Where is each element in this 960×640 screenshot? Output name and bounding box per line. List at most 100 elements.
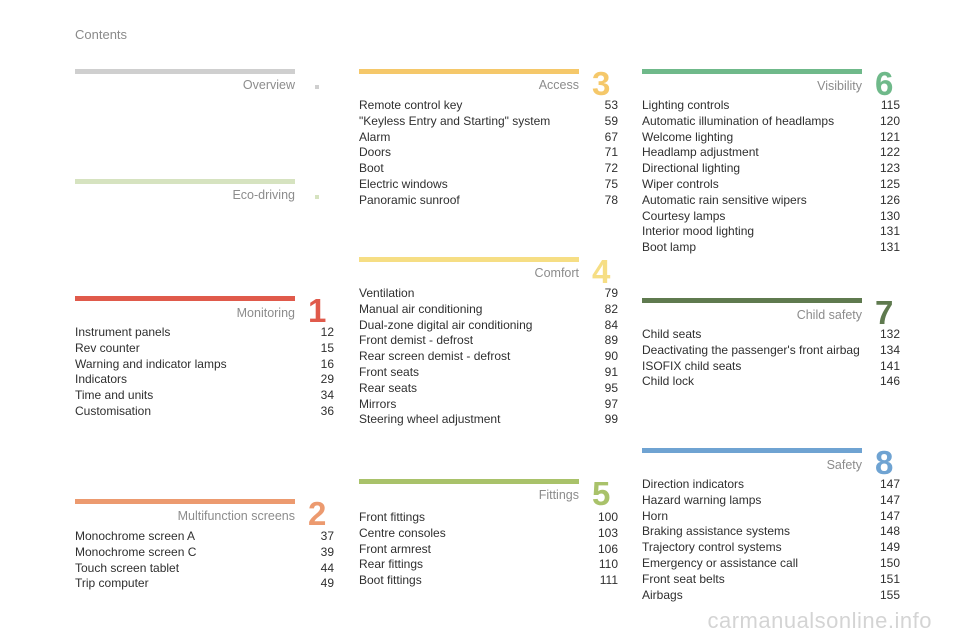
section-bar [75,296,295,301]
section-title: Comfort [534,266,579,280]
list-item[interactable]: Instrument panels 12 [75,325,334,339]
section-overview: Overview [75,69,295,99]
section-number: 2 [308,495,327,532]
section-fittings: Fittings 5 Front fittings 100 Centre cons… [359,475,618,594]
list-item[interactable]: Horn 147 [642,508,900,523]
section-number: 7 [875,294,894,331]
list-item[interactable]: Manual air conditioning 82 [359,301,618,316]
section-safety: Safety 8 Direction indicators 147 Hazard … [642,444,900,608]
list-item[interactable]: Boot 72 [359,161,618,176]
list-item[interactable]: Trajectory control systems 149 [642,540,900,555]
list-item[interactable]: Boot lamp 131 [642,240,900,255]
entry-list: Direction indicators 147 Hazard warning l… [642,477,900,603]
section-number: 8 [875,444,894,481]
entry-list: Child seats 132 Deactivating the passenge… [642,327,900,390]
section-multifunction-screens: Multifunction screens 2 Monochrome scree… [75,495,334,599]
section-number: 5 [592,475,611,512]
page-title: Contents [75,27,128,42]
list-item[interactable]: Automatic illumination of headlamps 120 [642,113,900,128]
section-bar [75,69,295,74]
list-item[interactable]: Remote control key 53 [359,98,618,112]
list-item[interactable]: Electric windows 75 [359,176,618,191]
list-item[interactable]: Automatic rain sensitive wipers 126 [642,192,900,207]
list-item[interactable]: Welcome lighting 121 [642,129,900,144]
list-item[interactable]: Ventilation 79 [359,286,618,300]
list-item[interactable]: Wiper controls 125 [642,176,900,191]
section-bar [359,479,579,484]
list-item[interactable]: Braking assistance systems 148 [642,524,900,539]
section-bar [359,257,579,262]
section-visibility: Visibility 6 Lighting controls 115 Automa… [642,65,900,264]
list-item[interactable]: Child seats 132 [642,327,900,341]
section-bar [75,499,295,504]
section-bar [75,179,295,184]
section-number: 1 [308,292,327,329]
section-bar [359,69,579,74]
list-item[interactable]: Time and units 34 [75,388,334,403]
list-item[interactable]: Panoramic sunroof 78 [359,192,618,207]
list-item[interactable]: Headlamp adjustment 122 [642,145,900,160]
section-number: 6 [875,65,894,102]
list-item[interactable]: Dual-zone digital air conditioning 84 [359,317,618,332]
section-eco-driving: Eco-driving [75,179,295,209]
section-title: Eco-driving [232,188,295,202]
list-item[interactable]: Direction indicators 147 [642,477,900,491]
section-number: 3 [592,65,611,102]
list-item[interactable]: Front armrest 106 [359,541,618,556]
list-item[interactable]: ISOFIX child seats 141 [642,358,900,373]
list-item[interactable]: Doors 71 [359,145,618,160]
entry-list: Remote control key 53 "Keyless Entry and … [359,98,618,209]
list-item[interactable]: Emergency or assistance call 150 [642,555,900,570]
list-item[interactable]: Boot fittings 111 [359,573,618,588]
section-title: Child safety [796,308,862,322]
section-title: Access [538,78,579,92]
section-title: Visibility [817,79,862,93]
list-item[interactable]: Front seat belts 151 [642,571,900,586]
list-item[interactable]: Front fittings 100 [359,510,618,524]
section-title: Overview [242,78,295,92]
list-item[interactable]: Hazard warning lamps 147 [642,492,900,507]
list-item[interactable]: Rev counter 15 [75,340,334,355]
list-item[interactable]: Monochrome screen A 37 [75,529,334,543]
list-item[interactable]: Alarm 67 [359,129,618,144]
list-item[interactable]: Trip computer 49 [75,576,334,591]
section-bar [642,298,862,303]
entry-list: Front fittings 100 Centre consoles 103 Fro… [359,510,618,589]
section-title: Multifunction screens [177,509,295,523]
list-item[interactable]: Airbags 155 [642,587,900,602]
entry-list: Lighting controls 115 Automatic illuminat… [642,98,900,256]
section-bar [642,69,862,74]
list-item[interactable]: "Keyless Entry and Starting" system 59 [359,113,618,128]
list-item[interactable]: Warning and indicator lamps 16 [75,356,334,371]
list-item[interactable]: Steering wheel adjustment 99 [359,412,618,427]
list-item[interactable]: Lighting controls 115 [642,98,900,112]
entry-list: Ventilation 79 Manual air conditioning 82 … [359,286,618,428]
list-item[interactable]: Touch screen tablet 44 [75,560,334,575]
list-item[interactable]: Rear seats 95 [359,380,618,395]
section-child-safety: Child safety 7 Child seats 132 Deactivati… [642,294,900,398]
section-access: Access 3 Remote control key 53 "Keyless E… [359,65,618,214]
entry-list: Instrument panels 12 Rev counter 15 Warnin… [75,325,334,420]
list-item[interactable]: Monochrome screen C 39 [75,544,334,559]
list-item[interactable]: Front demist - defrost 89 [359,333,618,348]
list-item[interactable]: Deactivating the passenger's front airba… [642,342,900,357]
list-item[interactable]: Directional lighting 123 [642,161,900,176]
list-item[interactable]: Rear fittings 110 [359,557,618,572]
list-item[interactable]: Front seats 91 [359,364,618,379]
section-title: Safety [826,458,862,472]
section-title: Monitoring [236,306,295,320]
list-item[interactable]: Customisation 36 [75,403,334,418]
section-number: 4 [592,253,611,290]
list-item[interactable]: Rear screen demist - defrost 90 [359,349,618,364]
list-item[interactable]: Centre consoles 103 [359,525,618,540]
list-item[interactable]: Mirrors 97 [359,396,618,411]
list-item[interactable]: Child lock 146 [642,374,900,389]
section-monitoring: Monitoring 1 Instrument panels 12 Rev cou… [75,292,334,426]
section-comfort: Comfort 4 Ventilation 79 Manual air condi… [359,253,618,432]
list-item[interactable]: Indicators 29 [75,372,334,387]
list-item[interactable]: Courtesy lamps 130 [642,208,900,223]
entry-list: Monochrome screen A 37 Monochrome screen … [75,529,334,592]
list-item[interactable]: Interior mood lighting 131 [642,224,900,239]
section-bar [642,448,862,453]
section-marker-icon [315,85,319,89]
